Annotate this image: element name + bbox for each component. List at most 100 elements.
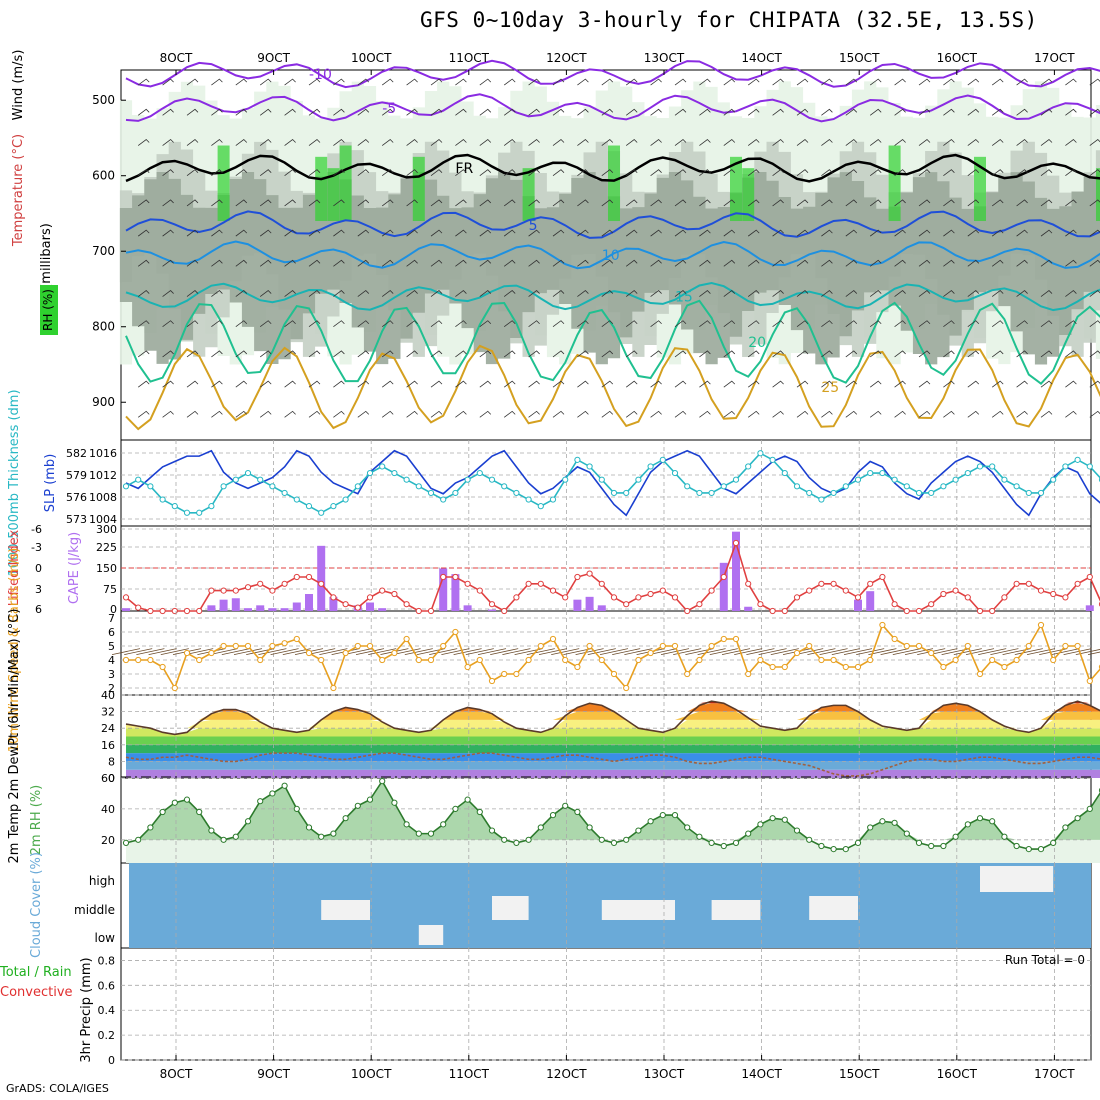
- precip-legend-total: Total / Rain: [0, 965, 72, 980]
- temperature-contour: [125, 59, 1100, 89]
- lifted-index-point: [525, 580, 532, 587]
- upper-wind-barb: [796, 410, 809, 418]
- temperature-contour-label: 5: [529, 218, 538, 234]
- upper-wind-barb: [699, 229, 711, 237]
- cape-bar: [280, 608, 289, 611]
- upper-wind-barb: [357, 350, 370, 358]
- rh2m-point: [1025, 845, 1032, 853]
- lifted-index-point: [135, 604, 142, 611]
- upper-wind-barb: [821, 138, 833, 146]
- upper-wind-barb: [528, 108, 540, 116]
- thickness-point: [354, 483, 361, 490]
- upper-wind-barb: [625, 290, 638, 297]
- cape-tick-label: 300: [96, 523, 117, 536]
- upper-wind-barb: [284, 320, 296, 328]
- upper-wind-barb: [406, 169, 418, 177]
- upper-wind-barb: [406, 290, 418, 297]
- upper-wind-barb: [943, 138, 955, 146]
- upper-wind-barb: [308, 259, 321, 267]
- upper-wind-barb: [528, 410, 540, 418]
- upper-wind-barb: [650, 380, 662, 388]
- upper-wind-barb: [333, 229, 345, 237]
- upper-wind-barb: [552, 199, 565, 207]
- upper-wind-barb: [333, 350, 345, 358]
- upper-wind-barb: [845, 78, 858, 86]
- upper-wind-barb: [894, 259, 906, 267]
- upper-wind-barb: [869, 199, 882, 207]
- surface-wind-barb: [148, 648, 177, 655]
- temp-color-band: [126, 744, 1100, 754]
- upper-wind-barb: [479, 259, 492, 267]
- thickness-point: [757, 450, 764, 457]
- rh2m-point: [537, 824, 544, 831]
- wind-speed-point: [586, 642, 593, 650]
- wind-speed-point: [342, 649, 349, 657]
- slp-line: [125, 449, 1100, 517]
- upper-wind-barb: [894, 229, 906, 237]
- rh2m-point: [671, 811, 679, 819]
- upper-wind-barb: [235, 380, 248, 388]
- upper-wind-barb: [552, 138, 565, 146]
- rh2m-point: [244, 818, 252, 825]
- lifted-index-point: [952, 587, 959, 594]
- lifted-index-point: [708, 587, 715, 594]
- upper-wind-barb: [162, 410, 174, 418]
- surface-wind-barb: [526, 648, 555, 655]
- rh2m-point: [391, 799, 398, 806]
- upper-wind-barb: [869, 410, 882, 418]
- rh2m-point: [854, 839, 862, 847]
- upper-wind-barb: [1065, 138, 1077, 146]
- lifted-index-point: [940, 590, 947, 598]
- upper-wind-barb: [308, 320, 321, 328]
- thickness-point: [427, 489, 435, 497]
- 2m-temp-line: [125, 700, 1100, 736]
- lifted-index-point: [464, 580, 471, 587]
- upper-wind-barb: [406, 350, 418, 358]
- clear-sky-patch: [321, 900, 370, 920]
- upper-wind-barb: [259, 108, 272, 116]
- upper-wind-barb: [796, 78, 809, 86]
- upper-wind-barb: [577, 108, 589, 116]
- upper-wind-barb: [918, 108, 931, 116]
- upper-wind-barb: [211, 138, 223, 146]
- upper-wind-barb: [333, 320, 345, 328]
- thickness-point: [501, 483, 508, 490]
- upper-wind-barb: [747, 169, 760, 177]
- upper-wind-barb: [479, 78, 492, 86]
- upper-wind-barb: [601, 320, 614, 328]
- cape-bar: [231, 598, 240, 611]
- upper-wind-barb: [503, 380, 516, 388]
- upper-wind-barb: [503, 320, 516, 328]
- upper-wind-barb: [528, 199, 540, 207]
- upper-wind-barb: [552, 78, 565, 86]
- upper-wind-barb: [430, 380, 443, 388]
- upper-wind-barb: [162, 199, 174, 207]
- upper-wind-barb: [1016, 78, 1028, 86]
- thickness-point: [171, 503, 178, 510]
- surface-wind-barb: [111, 648, 141, 655]
- upper-wind-barb: [235, 410, 248, 418]
- bottom-date-tick-label: 16OCT: [937, 1067, 978, 1081]
- upper-wind-barb: [723, 229, 736, 237]
- upper-wind-barb: [674, 229, 687, 237]
- wind-speed-point: [952, 656, 959, 664]
- rh-moist-cell: [315, 156, 328, 222]
- surface-wind-barb: [612, 648, 641, 655]
- lifted-index-point: [257, 580, 264, 587]
- rh2m-point: [452, 805, 459, 813]
- precip-axis-label: 3hr Precip (mm): [79, 957, 94, 1062]
- rh2m-point: [891, 819, 898, 826]
- upper-wind-barb: [259, 320, 272, 328]
- upper-wind-barb: [333, 199, 345, 207]
- upper-wind-barb: [333, 138, 345, 146]
- clear-sky-patch: [418, 925, 444, 945]
- upper-wind-barb: [796, 229, 809, 237]
- slp-axis-label: SLP (mb): [43, 454, 58, 513]
- bottom-date-tick-label: 13OCT: [644, 1067, 685, 1081]
- upper-wind-barb: [528, 290, 540, 297]
- thickness-point: [623, 489, 630, 497]
- upper-wind-barb: [747, 138, 760, 146]
- lifted-index-point: [318, 580, 325, 587]
- thickness-point: [135, 476, 142, 483]
- upper-wind-barb: [1016, 259, 1028, 267]
